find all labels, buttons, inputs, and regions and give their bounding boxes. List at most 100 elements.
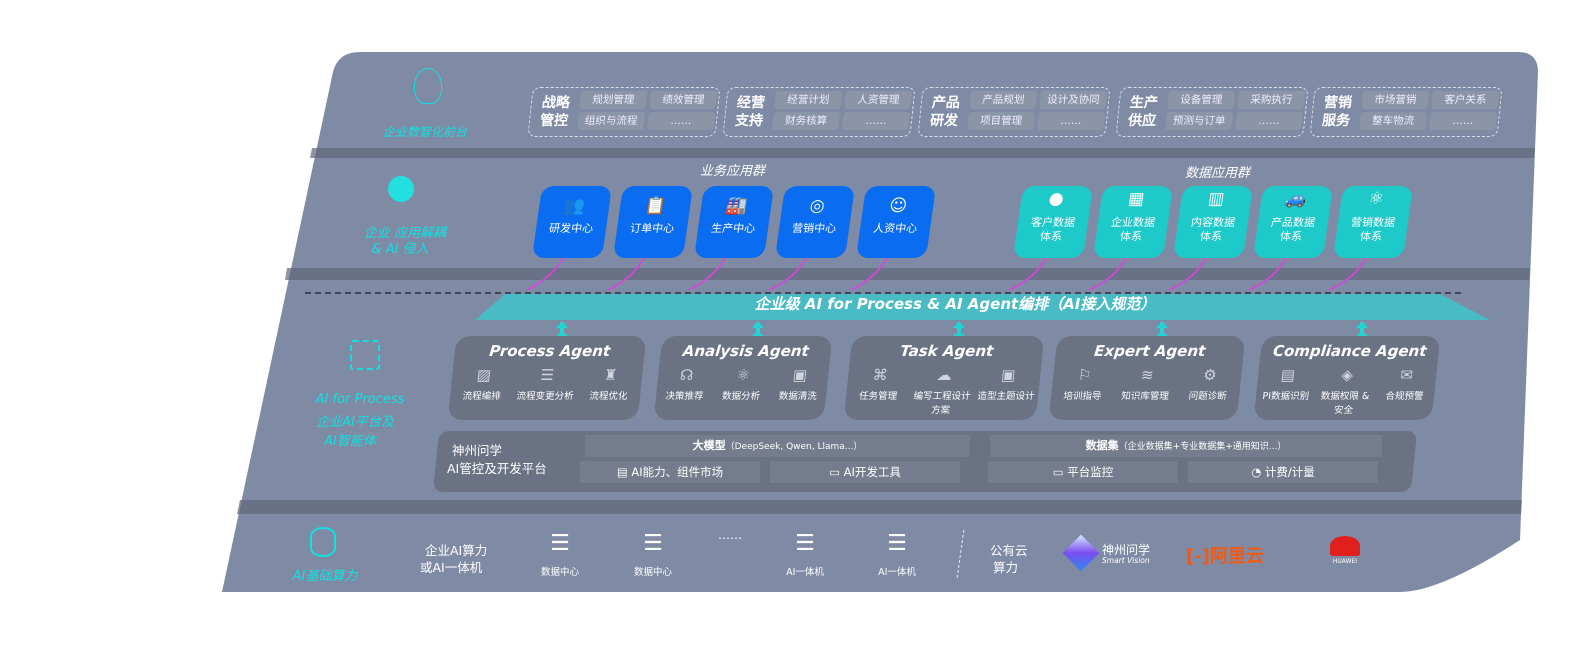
server-item: ☰ AI一体机: [872, 531, 922, 579]
server-icon: ☰: [643, 531, 663, 556]
group-chip[interactable]: ……: [842, 112, 910, 130]
clipboard-icon: 📋: [643, 196, 668, 216]
data-app-card[interactable]: ▦ 企业数据 体系: [1092, 186, 1174, 258]
shenzhou-name: 神州问学: [1102, 543, 1151, 557]
group-chip[interactable]: ……: [1235, 112, 1303, 130]
capability-label: 流程编排: [462, 391, 502, 402]
model-label: 大模型: [692, 439, 726, 452]
server-label: 数据中心: [540, 567, 579, 578]
group-chip[interactable]: 设计及协同: [1039, 91, 1108, 109]
agent-card[interactable]: Analysis Agent ☊ 决策推荐 ⚛ 数据分析 ▣ 数据清洗: [653, 336, 833, 420]
agent-capability[interactable]: ◈ 数据权限 & 安全: [1313, 366, 1378, 416]
data-app-card[interactable]: ▥ 内容数据 体系: [1172, 186, 1254, 258]
group-chip[interactable]: 规划管理: [579, 91, 648, 109]
agent-capability[interactable]: ≋ 知识库管理: [1114, 366, 1178, 402]
model-bar: 大模型（DeepSeek, Qwen, Llama...）: [585, 435, 970, 457]
agent-capability[interactable]: ▣ 造型主题设计: [974, 366, 1039, 416]
tool-ai-dev[interactable]: ▭ AI开发工具: [770, 461, 960, 483]
card-label-1: 客户数据: [1030, 216, 1076, 229]
group-chip[interactable]: 绩效管理: [649, 91, 718, 109]
agent-capability[interactable]: ▤ PI数据识别: [1254, 366, 1319, 416]
business-app-card[interactable]: ☺ 人资中心: [855, 186, 937, 258]
ai-label-3: AI智能体: [324, 434, 376, 449]
tool-ai-market[interactable]: ▤ AI能力、组件市场: [580, 461, 760, 483]
group-chip[interactable]: 人资管理: [844, 91, 913, 109]
agent-title: Analysis Agent: [681, 342, 810, 360]
business-app-card[interactable]: 🏭 生产中心: [693, 186, 775, 258]
huawei-logo: HUAWEI: [1325, 536, 1365, 565]
brain-icon: [414, 68, 442, 104]
business-app-card[interactable]: 👥 研发中心: [531, 186, 613, 258]
capability-label: 编写工程设计方案: [912, 391, 972, 416]
group-chip[interactable]: 财务核算: [772, 112, 840, 130]
server-icon: ☰: [887, 531, 907, 556]
agent-card[interactable]: Compliance Agent ▤ PI数据识别 ◈ 数据权限 & 安全 ✉ 合规预警: [1253, 336, 1441, 420]
data-app-card[interactable]: ⚛ 营销数据 体系: [1332, 186, 1414, 258]
agent-capability[interactable]: ⚛ 数据分析: [712, 366, 772, 402]
group-chip[interactable]: ……: [1429, 112, 1497, 130]
business-app-card[interactable]: ◎ 营销中心: [774, 186, 856, 258]
business-app-card[interactable]: 📋 订单中心: [612, 186, 694, 258]
agent-capability[interactable]: ▣ 数据清洗: [769, 366, 829, 402]
tool-billing[interactable]: ◔ 计费/计量: [1188, 461, 1378, 483]
card-label-2: 体系: [1359, 230, 1383, 243]
agent-title: Process Agent: [488, 342, 612, 360]
front-group: 营销服务 市场营销 客户关系 整车物流……: [1309, 87, 1503, 137]
group-chip[interactable]: 采购执行: [1237, 91, 1306, 109]
agent-capability[interactable]: ⚐ 培训指导: [1052, 366, 1116, 402]
target-icon: ◎: [808, 196, 827, 216]
data-app-card[interactable]: 🚙 产品数据 体系: [1252, 186, 1334, 258]
database-icon: [310, 527, 336, 557]
ai-label-2: 企业AI平台及: [316, 415, 394, 430]
books-icon: ▥: [1206, 189, 1226, 209]
capability-label: 知识库管理: [1120, 391, 1170, 402]
capability-icon: ▨: [475, 366, 493, 384]
group-chip[interactable]: 客户关系: [1431, 91, 1500, 109]
agent-capability[interactable]: ☊ 决策推荐: [655, 366, 715, 402]
group-chip[interactable]: 经营计划: [774, 91, 843, 109]
agent-capability[interactable]: ⚙ 问题诊断: [1177, 366, 1241, 402]
group-chip[interactable]: 产品规划: [969, 91, 1038, 109]
ai-label-1: AI for Process: [315, 392, 405, 407]
capability-icon: ⚛: [735, 366, 751, 384]
capability-icon: ♜: [602, 366, 619, 384]
factory-icon: 🏭: [724, 196, 749, 216]
group-chip[interactable]: 预测与订单: [1165, 112, 1233, 130]
agent-capability[interactable]: ☰ 流程变更分析: [514, 366, 578, 402]
capability-icon: ☰: [539, 366, 555, 384]
face-scan-icon: [350, 340, 380, 370]
server-item: ☰ AI一体机: [780, 532, 830, 579]
huawei-name: HUAWEI: [1332, 558, 1358, 565]
group-chip[interactable]: 项目管理: [967, 112, 1035, 130]
server-item: ☰ 数据中心: [535, 532, 585, 579]
group-chip[interactable]: 设备管理: [1167, 91, 1236, 109]
tool-label: 平台监控: [1067, 465, 1114, 479]
card-label-2: 体系: [1279, 230, 1303, 243]
server-label: AI一体机: [786, 567, 824, 578]
user-icon: ●: [1047, 189, 1066, 209]
group-title: 战略管控: [539, 95, 571, 129]
tool-monitor[interactable]: ▭ 平台监控: [988, 461, 1178, 483]
agent-capability[interactable]: ♜ 流程优化: [578, 366, 642, 402]
capability-icon: ▤: [1279, 366, 1297, 384]
group-chip[interactable]: 整车物流: [1359, 112, 1427, 130]
group-chip[interactable]: 市场营销: [1361, 91, 1430, 109]
enterprise-compute-1: 企业AI算力: [425, 543, 488, 558]
agent-capability[interactable]: ⌘ 任务管理: [846, 366, 911, 416]
public-cloud-2: 算力: [993, 560, 1019, 575]
capability-icon: ☁: [935, 366, 953, 384]
agent-card[interactable]: Process Agent ▨ 流程编排 ☰ 流程变更分析 ♜ 流程优化: [447, 336, 647, 420]
agent-capability[interactable]: ☁ 编写工程设计方案: [910, 366, 975, 416]
group-chip[interactable]: ……: [1037, 112, 1105, 130]
capability-label: 培训指导: [1062, 391, 1102, 402]
group-chip[interactable]: ……: [647, 112, 715, 130]
group-chip[interactable]: 组织与流程: [577, 112, 645, 130]
data-app-card[interactable]: ● 客户数据 体系: [1012, 186, 1094, 258]
agent-capability[interactable]: ▨ 流程编排: [451, 366, 515, 402]
agent-card[interactable]: Expert Agent ⚐ 培训指导 ≋ 知识库管理 ⚙ 问题诊断: [1048, 336, 1246, 420]
server-label: AI一体机: [878, 567, 916, 578]
agent-card[interactable]: Task Agent ⌘ 任务管理 ☁ 编写工程设计方案 ▣ 造型主题设计: [843, 336, 1045, 420]
public-cloud-1: 公有云: [990, 543, 1028, 558]
dev-tool-icon: ▭: [829, 465, 844, 479]
agent-capability[interactable]: ✉ 合规预警: [1373, 366, 1438, 416]
